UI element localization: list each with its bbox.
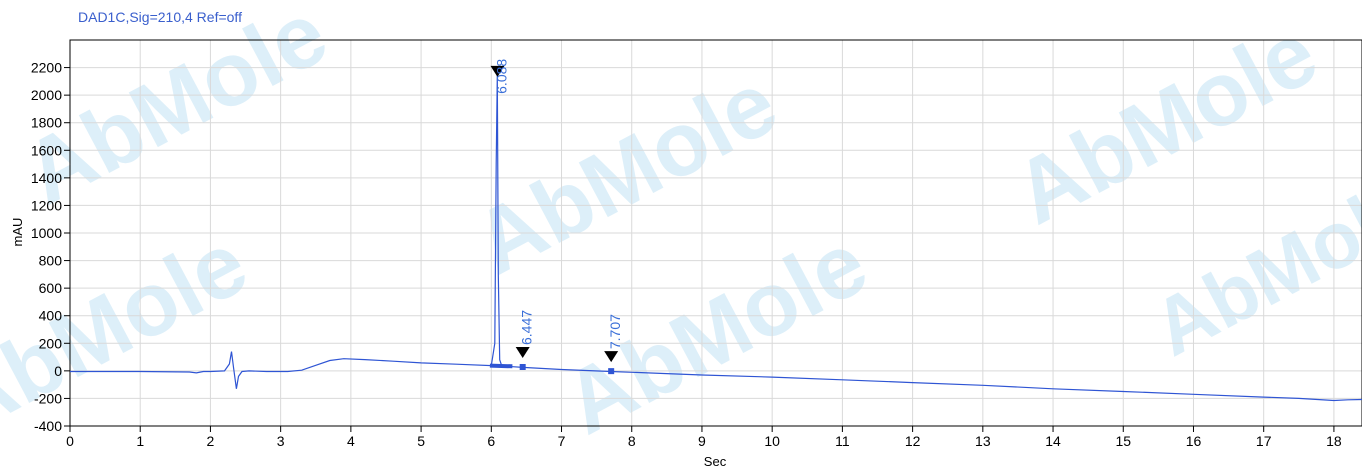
x-tick-label: 12	[905, 433, 921, 449]
x-axis-title: Sec	[704, 454, 727, 469]
y-tick-label: -400	[34, 418, 62, 434]
y-tick-label: 200	[39, 335, 63, 351]
chart-title: DAD1C,Sig=210,4 Ref=off	[78, 9, 242, 25]
x-tick-label: 0	[66, 433, 74, 449]
x-tick-label: 10	[764, 433, 780, 449]
x-tick-label: 6	[487, 433, 495, 449]
peak-markers: 6.088 6.447 7.707	[489, 59, 623, 375]
y-tick-label: 0	[54, 363, 62, 379]
peak-marker	[490, 65, 505, 77]
x-tick-label: 11	[835, 433, 850, 449]
watermark-text: AbMole	[549, 213, 883, 454]
peak-label: 6.088	[493, 59, 509, 94]
x-tick-label: 9	[698, 433, 706, 449]
peak-label: 6.447	[519, 310, 535, 345]
y-tick-label: 2200	[31, 60, 62, 76]
x-tick-label: 18	[1326, 433, 1342, 449]
x-tick-label: 17	[1256, 433, 1272, 449]
y-tick-label: 1600	[31, 142, 62, 158]
x-tick-label: 13	[975, 433, 991, 449]
y-tick-label: 2000	[31, 87, 62, 103]
peak-marker	[515, 346, 530, 358]
x-tick-label: 5	[417, 433, 425, 449]
watermark-text: AbMole	[9, 0, 343, 224]
y-tick-label: 1200	[31, 197, 62, 213]
x-tick-label: 16	[1186, 433, 1202, 449]
x-tick-label: 1	[136, 433, 144, 449]
y-tick-label: 1000	[31, 225, 62, 241]
y-tick-label: 1800	[31, 115, 62, 131]
y-tick-label: 600	[39, 280, 63, 296]
peak-baseline-marker	[519, 363, 526, 370]
x-tick-label: 14	[1045, 433, 1061, 449]
x-tick-label: 15	[1115, 433, 1131, 449]
y-axis-title: mAU	[10, 218, 25, 247]
y-tick-label: -200	[34, 390, 62, 406]
y-tick-label: 1400	[31, 170, 62, 186]
watermark-text: AbMole	[999, 3, 1333, 244]
peak-baseline	[489, 363, 513, 369]
watermark-text: AbMole	[1139, 159, 1362, 373]
x-tick-label: 7	[558, 433, 566, 449]
y-axis: -400 -200 0 200 400 600 800 1000 1200 1400 1600 180…	[31, 60, 70, 434]
x-axis: 0 1 2 3 4 5 6 7 8 9 10 11 12 13 14 15 16 17 18	[66, 426, 1342, 449]
x-tick-label: 3	[277, 433, 285, 449]
peak-baseline-marker	[608, 368, 615, 375]
peak-label: 7.707	[607, 314, 623, 349]
y-tick-label: 800	[39, 253, 63, 269]
peak-marker	[604, 351, 619, 363]
grid	[69, 39, 1362, 427]
x-tick-label: 4	[347, 433, 355, 449]
y-tick-label: 400	[39, 308, 63, 324]
x-tick-label: 2	[207, 433, 215, 449]
x-tick-label: 8	[628, 433, 636, 449]
